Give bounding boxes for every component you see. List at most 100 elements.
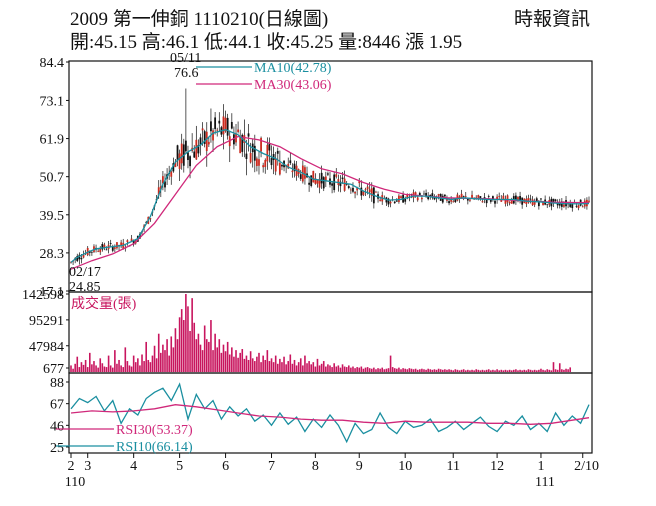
volume-bar [233,356,235,372]
volume-bar [191,298,193,372]
volume-bar [569,367,572,372]
volume-bar [216,347,219,372]
candle-body [174,161,177,167]
volume-bar [272,362,275,372]
volume-bar [95,365,97,372]
candle-body [195,139,198,160]
candle-body [498,196,501,197]
candle-body [207,141,210,145]
candle-body [542,201,544,206]
volume-bar [166,339,168,372]
volume-bar [387,368,390,372]
volume-bar [124,347,127,372]
volume-bar [268,361,271,372]
volume-title: 成交量(張) [71,295,137,312]
candle-body [210,121,212,132]
volume-bar [289,354,292,372]
candle-body [233,134,235,145]
x-tick-label: 5 [176,459,183,474]
volume-bar [114,350,116,372]
volume-bar [533,369,536,372]
candle-body [237,129,239,132]
volume-bar [251,358,254,372]
volume-bar [88,352,91,372]
volume-bar [452,370,455,372]
candle-body [354,191,356,194]
candle-body [349,189,352,191]
volume-bar [239,352,241,372]
volume-bar [297,362,300,372]
candle-body [109,243,112,244]
candle-body [517,197,519,200]
candle-body [423,193,425,195]
candle-body [212,130,214,141]
volume-bar [105,367,108,372]
candle-body [278,162,281,175]
volume-bar [80,362,83,372]
candle-body [519,196,521,201]
candle-body [477,195,480,198]
candle-body [537,202,540,207]
candle-body [172,163,175,172]
candle-body [379,199,382,201]
candle-body [358,181,361,184]
candle-body [164,181,166,188]
candle-body [230,121,233,129]
volume-bar [477,369,480,372]
candle-body [448,201,450,204]
volume-bar [435,369,438,372]
volume-bar [471,369,473,372]
candle-body [368,189,371,193]
volume-bar [450,369,452,372]
volume-bar [414,368,417,372]
volume-bar [149,362,152,372]
candle-body [253,145,256,161]
candle-body [492,196,494,199]
volume-bar [366,367,369,372]
volume-bar [199,344,202,372]
candle-body [481,201,484,203]
volume-bar [137,358,139,372]
candle-body [239,137,242,154]
volume-bar [429,369,432,372]
candle-body [429,194,432,197]
volume-bar [456,369,459,372]
volume-bar [97,367,99,372]
rsi30-line [70,404,590,425]
volume-bar [393,368,396,372]
volume-bar [548,369,551,372]
candle-body [113,247,116,249]
volume-bar [109,365,112,372]
volume-bar [467,369,469,372]
volume-bar [172,347,175,372]
x-tick-label: 8 [312,459,319,474]
candle-body [130,238,133,242]
candle-body [314,178,317,184]
candle-body [274,158,277,172]
volume-bar [485,369,488,372]
volume-bar [214,333,216,372]
volume-bar [383,369,386,372]
volume-bar [322,361,325,372]
volume-bar [247,359,250,372]
volume-bar [208,341,210,372]
volume-bar [74,363,76,372]
volume-bar [222,344,225,372]
candle-body [458,196,461,199]
volume-bar [318,365,321,372]
candle-body [193,151,196,158]
candle-body [418,192,421,196]
candle-body [327,173,329,175]
volume-bar [122,367,125,372]
volume-bar [544,370,546,372]
volume-bar [404,368,406,372]
candle-body [571,203,574,209]
volume-bar [78,367,81,372]
volume-bar [408,368,411,372]
volume-bar [364,367,367,372]
candle-body [126,240,129,243]
candle-body [241,134,244,152]
x-year-label: 111 [535,475,555,490]
volume-bar [385,368,388,372]
candle-body [260,137,262,152]
